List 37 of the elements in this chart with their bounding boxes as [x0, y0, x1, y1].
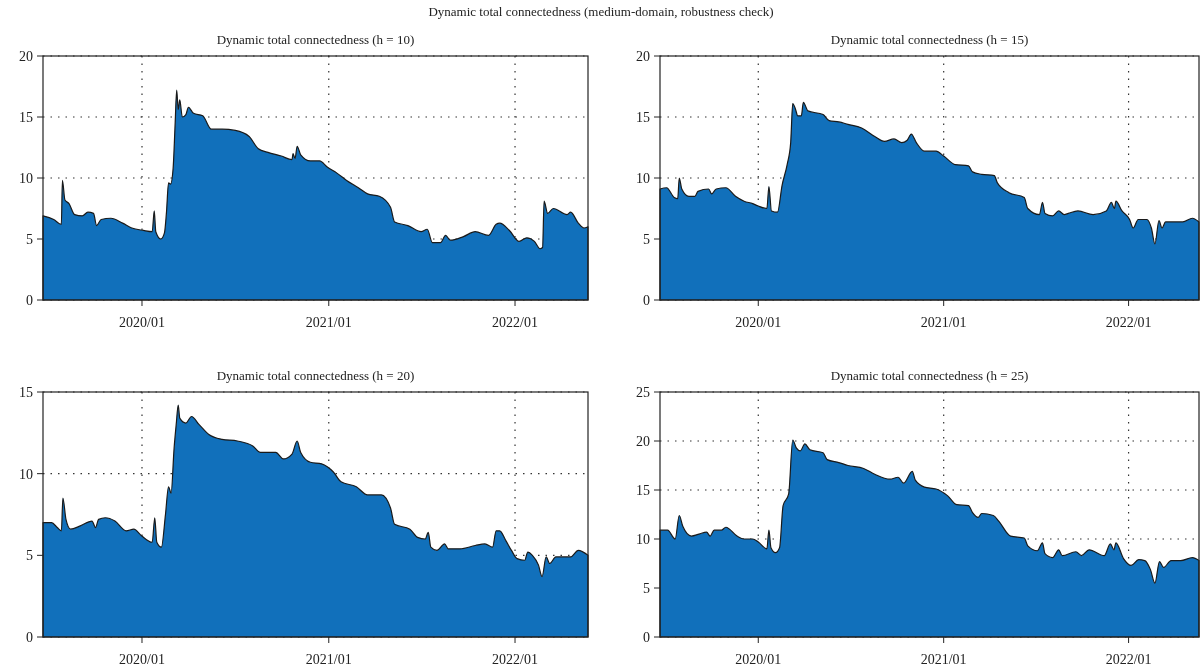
- x-tick-label: 2022/01: [492, 315, 538, 330]
- x-tick-label: 2022/01: [1105, 315, 1152, 330]
- y-tick-label: 10: [636, 532, 650, 547]
- y-tick-label: 25: [636, 385, 650, 400]
- chart-title: Dynamic total connectedness (h = 15): [830, 32, 1029, 47]
- text: Dynamic total connectedness (medium-domain, robustness check): [428, 4, 774, 19]
- x-tick-label: 2020/01: [735, 652, 782, 667]
- y-tick-label: 0: [643, 630, 650, 645]
- x-tick-label: 2020/01: [119, 652, 165, 667]
- y-tick-label: 10: [19, 171, 33, 186]
- y-tick-label: 20: [19, 49, 33, 64]
- y-tick-label: 15: [19, 385, 33, 400]
- y-tick-label: 5: [643, 232, 650, 247]
- y-tick-label: 10: [636, 171, 650, 186]
- y-tick-label: 5: [26, 232, 33, 247]
- x-tick-label: 2021/01: [305, 315, 352, 330]
- y-tick-label: 15: [19, 110, 33, 125]
- x-tick-label: 2021/01: [920, 652, 967, 667]
- y-tick-label: 0: [26, 630, 33, 645]
- x-tick-label: 2022/01: [1105, 652, 1152, 667]
- x-tick-label: 2020/01: [735, 315, 782, 330]
- x-tick-label: 2022/01: [492, 652, 538, 667]
- y-tick-label: 20: [636, 434, 650, 449]
- y-tick-label: 0: [26, 293, 33, 308]
- y-tick-label: 5: [26, 548, 33, 564]
- y-tick-label: 15: [636, 110, 650, 125]
- x-tick-label: 2021/01: [305, 652, 352, 667]
- x-tick-label: 2020/01: [119, 315, 165, 330]
- x-tick-label: 2021/01: [920, 315, 967, 330]
- y-tick-label: 15: [636, 483, 650, 498]
- chart-title: Dynamic total connectedness (h = 20): [216, 368, 415, 383]
- y-tick-label: 0: [643, 293, 650, 308]
- chart-title: Dynamic total connectedness (h = 10): [216, 32, 415, 47]
- y-tick-label: 5: [643, 581, 650, 596]
- y-tick-label: 10: [19, 466, 33, 482]
- chart-title: Dynamic total connectedness (h = 25): [830, 368, 1029, 383]
- y-tick-label: 20: [636, 49, 650, 64]
